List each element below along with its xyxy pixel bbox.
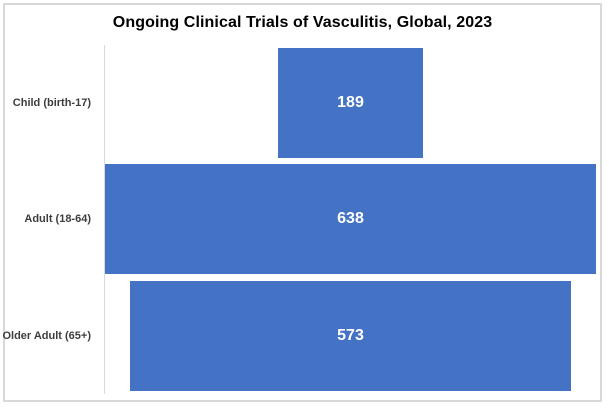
bar-row: 573 — [105, 278, 596, 394]
bar-value-label: 573 — [337, 326, 364, 344]
category-label-older-adult: Older Adult (65+) — [2, 329, 91, 342]
category-label-adult: Adult (18-64) — [24, 213, 91, 226]
plot-area: 189 638 573 — [104, 45, 596, 394]
chart-container: Ongoing Clinical Trials of Vasculitis, G… — [2, 3, 602, 402]
bar-value-label: 638 — [337, 210, 364, 228]
funnel-bar-adult: 638 — [105, 164, 596, 275]
category-label-child: Child (birth-17) — [12, 97, 91, 110]
bar-row: 189 — [105, 45, 596, 161]
funnel-bar-older-adult: 573 — [130, 280, 571, 391]
bar-value-label: 189 — [337, 94, 364, 112]
category-axis-labels: Child (birth-17) Adult (18-64) Older Adu… — [2, 45, 97, 394]
funnel-bar-child: 189 — [277, 48, 424, 159]
chart-title: Ongoing Clinical Trials of Vasculitis, G… — [112, 14, 493, 31]
bar-row: 638 — [105, 161, 596, 277]
